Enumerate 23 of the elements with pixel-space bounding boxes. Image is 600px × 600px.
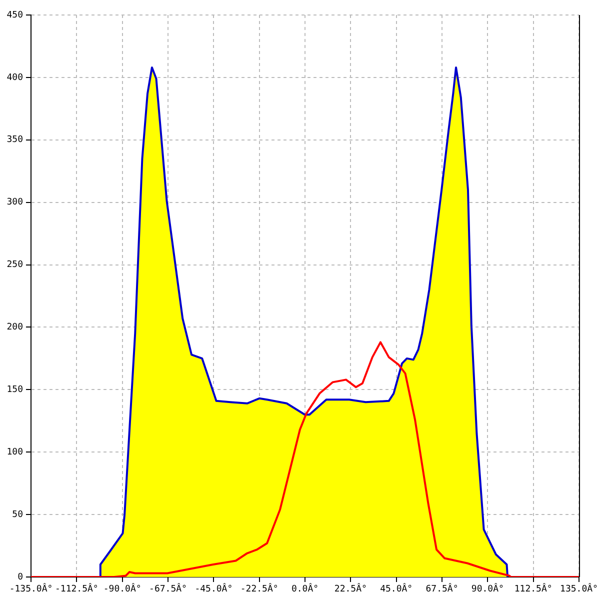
y-tick-label: 450 — [6, 10, 23, 20]
x-tick-label: -135.0Â° — [9, 582, 53, 595]
x-tick-label: 45.0Â° — [380, 582, 413, 595]
y-tick-label: 400 — [6, 72, 23, 83]
x-tick-label: -45.0Â° — [194, 582, 233, 595]
y-tick-label: 250 — [6, 260, 23, 270]
x-tick-label: -90.0Â° — [103, 582, 142, 595]
x-tick-label: 0.0Â° — [291, 582, 319, 595]
x-tick-label: -67.5Â° — [149, 582, 187, 595]
x-tick-label: 112.5Â° — [514, 582, 552, 595]
y-tick-label: 50 — [12, 510, 23, 520]
y-tick-label: 200 — [6, 322, 23, 333]
y-tick-label: 300 — [6, 198, 23, 208]
y-tick-label: 100 — [6, 447, 23, 458]
x-tick-label: 90.0Â° — [471, 582, 504, 595]
x-tick-label: 67.5Â° — [426, 582, 458, 595]
x-tick-label: -22.5Â° — [240, 582, 278, 595]
y-tick-label: 150 — [6, 385, 23, 396]
x-tick-label: -112.5Â° — [54, 582, 98, 595]
x-tick-label: 22.5Â° — [334, 582, 367, 595]
y-tick-label: 350 — [6, 135, 23, 146]
y-tick-label: 0 — [18, 572, 23, 582]
x-tick-label: 135.0Â° — [560, 582, 598, 595]
